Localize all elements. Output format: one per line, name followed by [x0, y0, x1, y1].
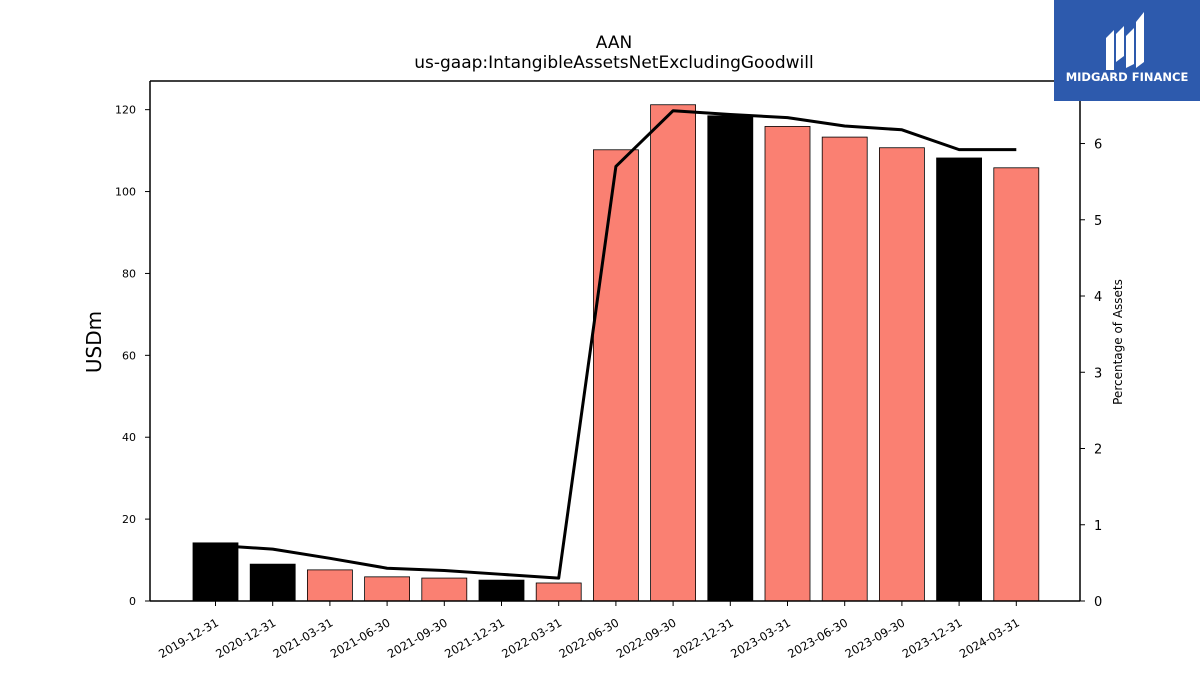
logo-mark	[1106, 12, 1144, 70]
bar-2022-12-31	[707, 115, 754, 602]
y-tick-label: 40	[122, 431, 136, 444]
y-tick-label: 80	[122, 267, 136, 280]
y-tick-label: 0	[129, 595, 136, 608]
x-tick-label: 2021-09-30	[385, 615, 450, 661]
bar-2023-03-31	[764, 126, 811, 602]
percentage-line	[215, 109, 1017, 580]
bar-group	[192, 104, 1040, 602]
x-tick-label: 2023-06-30	[785, 615, 850, 661]
bar-2023-09-30	[879, 147, 925, 602]
y2-axis-label: Percentage of Assets	[1111, 279, 1125, 405]
y2-tick-label: 2	[1094, 443, 1102, 458]
y2-tick-label: 5	[1094, 214, 1102, 229]
y-tick-label: 60	[122, 349, 136, 362]
x-tick-label: 2022-12-31	[671, 615, 736, 661]
x-tick-label: 2023-09-30	[843, 615, 908, 661]
bar-2021-06-30	[364, 576, 411, 602]
x-tick-label: 2020-12-31	[213, 615, 278, 661]
line-layer	[215, 109, 1017, 580]
chart-title: AAN	[596, 33, 632, 53]
bar-2022-06-30	[593, 149, 639, 602]
y2-tick-label: 0	[1094, 595, 1102, 610]
bar-2024-03-31	[993, 167, 1040, 602]
bar-2022-03-31	[535, 582, 582, 602]
logo: MIDGARD FINANCE	[1054, 0, 1200, 101]
logo-text: MIDGARD FINANCE	[1066, 70, 1189, 84]
x-tick-label: 2021-12-31	[442, 615, 507, 661]
bar-2021-09-30	[421, 577, 468, 602]
x-tick-label: 2021-06-30	[328, 615, 393, 661]
y2-tick-label: 1	[1094, 519, 1102, 534]
y-tick-label: 20	[122, 513, 136, 526]
bar-2021-12-31	[478, 579, 525, 602]
x-tick-label: 2022-03-31	[499, 615, 564, 661]
x-tick-label: 2023-03-31	[728, 615, 793, 661]
x-tick-label: 2022-06-30	[557, 615, 622, 661]
y-tick-label: 100	[115, 186, 136, 199]
y-tick-label: 120	[115, 104, 136, 117]
bar-2019-12-31	[192, 542, 239, 602]
x-tick-label: 2021-03-31	[271, 615, 336, 661]
bar-2023-06-30	[821, 136, 868, 602]
bar-2023-12-31	[936, 157, 982, 602]
x-tick-label: 2023-12-31	[900, 615, 965, 661]
x-tick-label: 2022-09-30	[614, 615, 679, 661]
chart-subtitle: us-gaap:IntangibleAssetsNetExcludingGood…	[414, 53, 813, 73]
y2-tick-label: 4	[1094, 290, 1102, 305]
y2-tick-label: 6	[1094, 138, 1102, 153]
x-tick-label: 2024-03-31	[957, 615, 1022, 661]
y-axis-label: USDm	[82, 311, 106, 373]
bar-2021-03-31	[306, 569, 353, 602]
bar-2020-12-31	[249, 563, 296, 602]
y2-tick-label: 3	[1094, 366, 1102, 381]
bar-2022-09-30	[650, 104, 696, 602]
x-tick-label: 2019-12-31	[156, 615, 221, 661]
